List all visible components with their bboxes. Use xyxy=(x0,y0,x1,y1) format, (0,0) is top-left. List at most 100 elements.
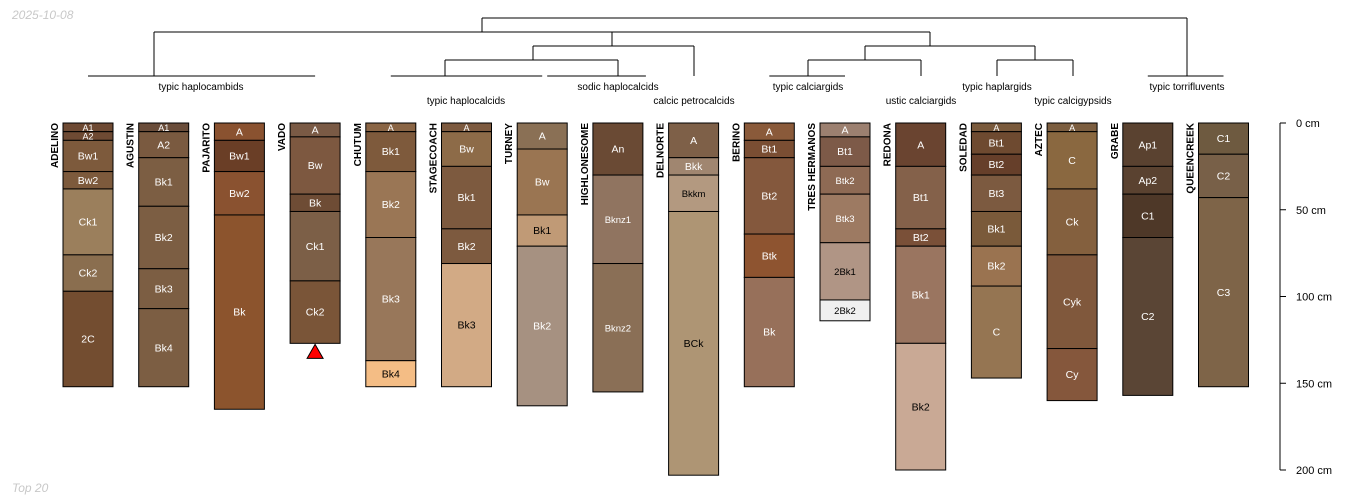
horizon-label: A2 xyxy=(157,139,170,151)
horizon-label: Bw xyxy=(308,160,323,172)
horizon-label: Bkk xyxy=(685,161,703,173)
group-label: typic haplocambids xyxy=(158,82,243,93)
horizon-C xyxy=(1046,131,1098,190)
horizon-Bk2 xyxy=(138,205,190,270)
horizon-Bk2 xyxy=(365,171,417,239)
horizon-label: Bk3 xyxy=(155,283,173,295)
horizon-A2 xyxy=(138,131,190,159)
date-stamp: 2025-10-08 xyxy=(12,8,74,22)
horizon-Ap1 xyxy=(1122,122,1174,167)
horizon-Btk2 xyxy=(819,165,871,195)
profile-name: REDONA xyxy=(883,123,894,166)
lithic-contact-marker xyxy=(306,343,324,359)
horizon-Bk2 xyxy=(441,228,492,265)
horizon-label: Bt1 xyxy=(761,144,777,156)
horizon-label: Bt1 xyxy=(989,138,1005,150)
profile-name: CHUTUM xyxy=(353,123,364,166)
horizon-label: A xyxy=(917,139,924,151)
profile-name: TRES HERMANOS xyxy=(807,123,818,211)
horizon-label: Bk xyxy=(233,307,246,319)
horizon-label: Btk2 xyxy=(835,176,854,187)
horizon-Bw xyxy=(516,148,568,216)
profile-name: PAJARITO xyxy=(201,123,212,173)
depth-tick-label: 100 cm xyxy=(1296,292,1332,304)
horizon-Bk1 xyxy=(365,131,417,173)
horizon-Bk3 xyxy=(441,263,492,388)
horizon-label: A1 xyxy=(82,123,93,133)
horizon-C1 xyxy=(1122,193,1174,239)
horizon-label: Ap1 xyxy=(1138,139,1157,151)
horizon-Bk2 xyxy=(895,342,947,471)
horizon-label: Bt2 xyxy=(761,190,777,202)
horizon-Bk3 xyxy=(365,237,417,362)
horizon-Bk4 xyxy=(138,308,190,388)
profile-name: DELNORTE xyxy=(656,123,667,178)
horizon-C1 xyxy=(1198,122,1249,155)
footer-caption: Top 20 xyxy=(12,481,49,495)
horizon-label: Bk xyxy=(763,327,776,339)
horizon-label: C xyxy=(1068,155,1076,167)
horizon-label: A xyxy=(690,135,697,147)
depth-tick-label: 200 cm xyxy=(1296,465,1332,477)
horizon-C2 xyxy=(1122,237,1174,396)
profile-name: ADELINO xyxy=(50,123,61,168)
horizon-label: Bk2 xyxy=(912,401,930,413)
depth-tick-label: 150 cm xyxy=(1296,378,1332,390)
horizon-Bk1 xyxy=(895,245,947,344)
profile-name: SOLEDAD xyxy=(958,123,969,172)
group-label: typic torrifluvents xyxy=(1149,82,1224,93)
horizon-label: C1 xyxy=(1217,133,1231,145)
horizon-label: Bw1 xyxy=(229,151,250,163)
horizon-label: C2 xyxy=(1217,171,1231,183)
profile-name: AGUSTIN xyxy=(126,123,137,168)
horizon-label: Bt2 xyxy=(989,159,1005,171)
horizon-Bk xyxy=(743,276,795,388)
horizon-label: Btk3 xyxy=(835,214,854,225)
horizon-C3 xyxy=(1198,197,1249,388)
horizon-Bk2 xyxy=(516,245,568,407)
group-label: calcic petrocalcids xyxy=(653,96,734,107)
profile-name: HIGHLONESOME xyxy=(580,123,591,206)
horizon-Bk2 xyxy=(970,245,1022,287)
horizon-Bkkm xyxy=(668,174,720,212)
horizon-label: Bk4 xyxy=(382,368,400,380)
horizon-label: C3 xyxy=(1217,287,1231,299)
horizon-label: A1 xyxy=(158,123,169,133)
horizon-Cy xyxy=(1046,348,1098,402)
horizon-label: Bt3 xyxy=(989,188,1005,200)
horizon-label: 2Bk1 xyxy=(834,267,856,278)
horizon-Bt2 xyxy=(743,157,795,235)
horizon-2Bk1 xyxy=(819,242,871,301)
horizon-label: Bt2 xyxy=(913,232,929,244)
group-label: sodic haplocalcids xyxy=(577,82,658,93)
horizon-label: An xyxy=(611,144,624,156)
horizon-label: Bk2 xyxy=(533,321,551,333)
horizon-label: Bk4 xyxy=(155,342,173,354)
horizon-An xyxy=(592,122,644,176)
horizon-label: Ck1 xyxy=(79,216,98,228)
horizon-Bt3 xyxy=(970,174,1022,212)
horizon-Ap2 xyxy=(1122,165,1174,195)
horizon-label: Bk2 xyxy=(155,232,173,244)
horizon-label: Ap2 xyxy=(1138,175,1157,187)
horizon-2Bk2 xyxy=(819,299,871,322)
horizon-label: Bknz1 xyxy=(605,215,631,226)
horizon-label: Bk1 xyxy=(533,225,551,237)
horizon-label: Bk1 xyxy=(457,192,475,204)
horizon-label: A xyxy=(1069,123,1075,133)
horizon-label: A xyxy=(236,126,243,138)
horizon-label: C2 xyxy=(1141,311,1155,323)
group-label: typic haplocalcids xyxy=(427,96,505,107)
horizon-Ck1 xyxy=(62,188,114,256)
horizon-Bknz2 xyxy=(592,263,644,393)
horizon-label: A xyxy=(388,123,394,133)
horizon-label: 2Bk2 xyxy=(834,306,856,317)
horizon-label: A xyxy=(463,123,469,133)
horizon-label: Bt1 xyxy=(913,192,929,204)
horizon-label: Bk2 xyxy=(457,241,475,253)
profile-name: TURNEY xyxy=(504,123,515,164)
horizon-label: Ck2 xyxy=(79,268,98,280)
depth-tick-label: 50 cm xyxy=(1296,205,1326,217)
horizon-label: A xyxy=(539,131,546,143)
